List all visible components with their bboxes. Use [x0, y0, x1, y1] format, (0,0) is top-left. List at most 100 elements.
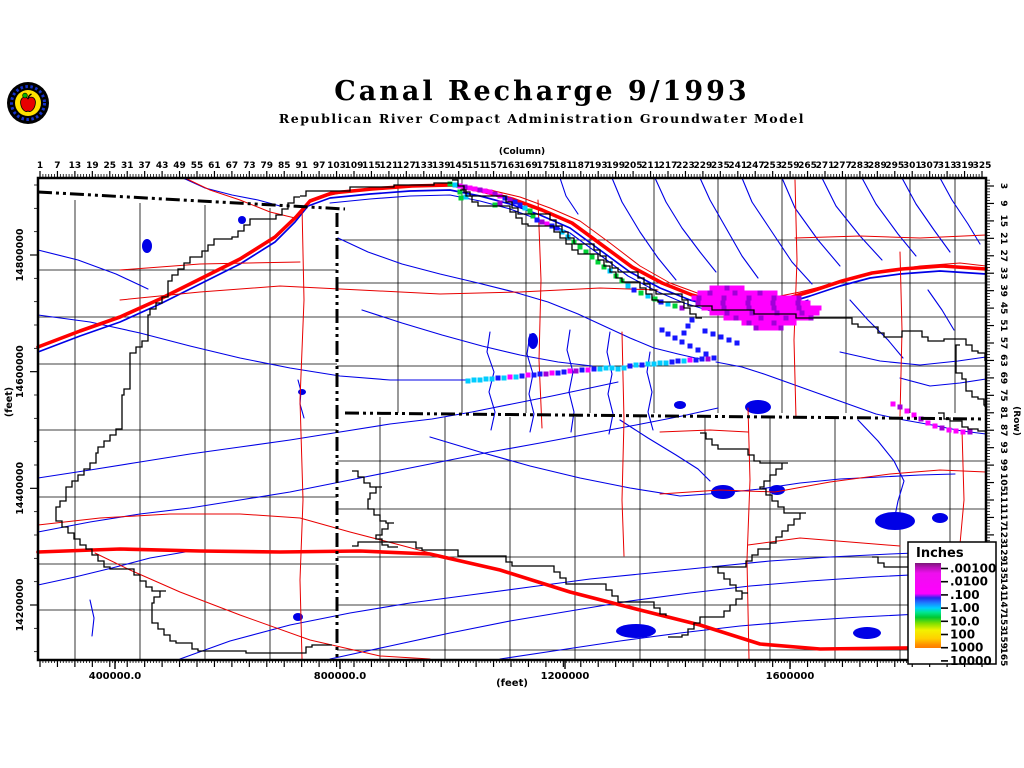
road: [537, 199, 543, 429]
recharge-cell: [760, 300, 766, 306]
recharge-cell: [492, 202, 498, 208]
recharge-cell: [513, 374, 519, 380]
recharge-cell: [751, 295, 757, 301]
legend-label: .00100: [950, 562, 996, 576]
recharge-cell: [771, 305, 777, 311]
row-tick-label: 99: [998, 459, 1008, 472]
recharge-cell: [531, 372, 537, 378]
recharge-cell: [519, 373, 525, 379]
column-tick-label: 55: [191, 161, 204, 171]
river: [927, 289, 955, 331]
recharge-cell: [462, 184, 468, 190]
row-tick-label: 111: [998, 491, 1008, 510]
column-tick-label: 121: [379, 161, 398, 171]
column-tick-label: 169: [519, 161, 538, 171]
recharge-cell: [801, 305, 807, 311]
recharge-cell: [537, 371, 543, 377]
recharge-cell: [525, 372, 531, 378]
highway: [36, 547, 988, 651]
recharge-cell: [583, 249, 589, 255]
row-tick-label: 33: [998, 267, 1008, 280]
lake: [769, 485, 785, 495]
row-tick-label: 135: [998, 560, 1008, 579]
row-axis-label: (Row): [1011, 406, 1021, 436]
recharge-cell: [726, 337, 732, 343]
legend: Inches.00100.0100.1001.0010.010010001000…: [907, 541, 997, 668]
river: [37, 407, 719, 533]
legend-label: 10.0: [950, 614, 980, 628]
recharge-cell: [452, 182, 458, 188]
recharge-cell: [759, 310, 765, 316]
river: [179, 551, 941, 660]
recharge-cell: [561, 369, 567, 375]
recharge-cell: [799, 310, 805, 316]
river: [499, 611, 987, 660]
recharge-cell: [687, 343, 693, 349]
recharge-cell: [768, 315, 774, 321]
legend-colorbar: [915, 563, 941, 648]
recharge-cell: [764, 310, 770, 316]
recharge-cell: [706, 305, 712, 311]
column-tick-label: 157: [484, 161, 503, 171]
river: [337, 237, 701, 360]
column-tick-label: 49: [173, 161, 186, 171]
recharge-cell: [696, 295, 702, 301]
recharge-cell: [775, 300, 781, 306]
recharge-cell: [701, 295, 707, 301]
recharge-cell: [789, 310, 795, 316]
column-tick-label: 307: [920, 161, 939, 171]
recharge-cell: [800, 300, 806, 306]
road: [659, 429, 749, 433]
recharge-cell: [795, 300, 801, 306]
road: [746, 407, 751, 660]
recharge-cell: [539, 219, 545, 225]
river: [849, 299, 904, 359]
page-subtitle: Republican River Compact Administration …: [278, 111, 806, 126]
row-tick-label: 75: [998, 389, 1008, 402]
recharge-cell: [465, 378, 471, 384]
column-tick-label: 235: [711, 161, 730, 171]
recharge-cell: [953, 428, 959, 434]
recharge-cell: [790, 300, 796, 306]
recharge-cell: [778, 315, 784, 321]
recharge-cell: [512, 199, 518, 205]
recharge-cell: [507, 374, 513, 380]
recharge-cell: [741, 305, 747, 311]
recharge-cell: [771, 295, 777, 301]
row-tick-label: 27: [998, 250, 1008, 263]
recharge-cell: [701, 305, 707, 311]
column-tick-label: 133: [414, 161, 433, 171]
lake: [238, 216, 246, 224]
recharge-cell: [804, 310, 810, 316]
river: [37, 314, 468, 381]
legend-label: 100: [950, 628, 975, 642]
recharge-cell: [756, 295, 762, 301]
recharge-cell: [755, 300, 761, 306]
recharge-cell: [705, 356, 711, 362]
recharge-cell: [749, 310, 755, 316]
recharge-cell: [714, 310, 720, 316]
road: [184, 177, 296, 219]
state-border: [37, 190, 346, 211]
recharge-cell: [492, 191, 498, 197]
row-tick-label: 165: [998, 648, 1008, 667]
column-tick-label: 229: [693, 161, 712, 171]
row-tick-label: 81: [998, 407, 1008, 420]
column-tick-label: 223: [676, 161, 695, 171]
recharge-cell: [597, 366, 603, 372]
recharge-cell: [796, 295, 802, 301]
lake: [711, 485, 735, 499]
recharge-cell: [733, 315, 739, 321]
recharge-cell: [816, 305, 822, 311]
column-tick-label: 7: [54, 161, 60, 171]
recharge-cell: [631, 287, 637, 293]
recharge-cell: [495, 375, 501, 381]
river: [619, 419, 711, 482]
lake: [853, 627, 881, 639]
recharge-cell: [697, 290, 703, 296]
river: [182, 177, 281, 207]
river: [361, 309, 593, 367]
recharge-cell: [731, 305, 737, 311]
river: [899, 377, 987, 387]
recharge-cell: [904, 408, 910, 414]
